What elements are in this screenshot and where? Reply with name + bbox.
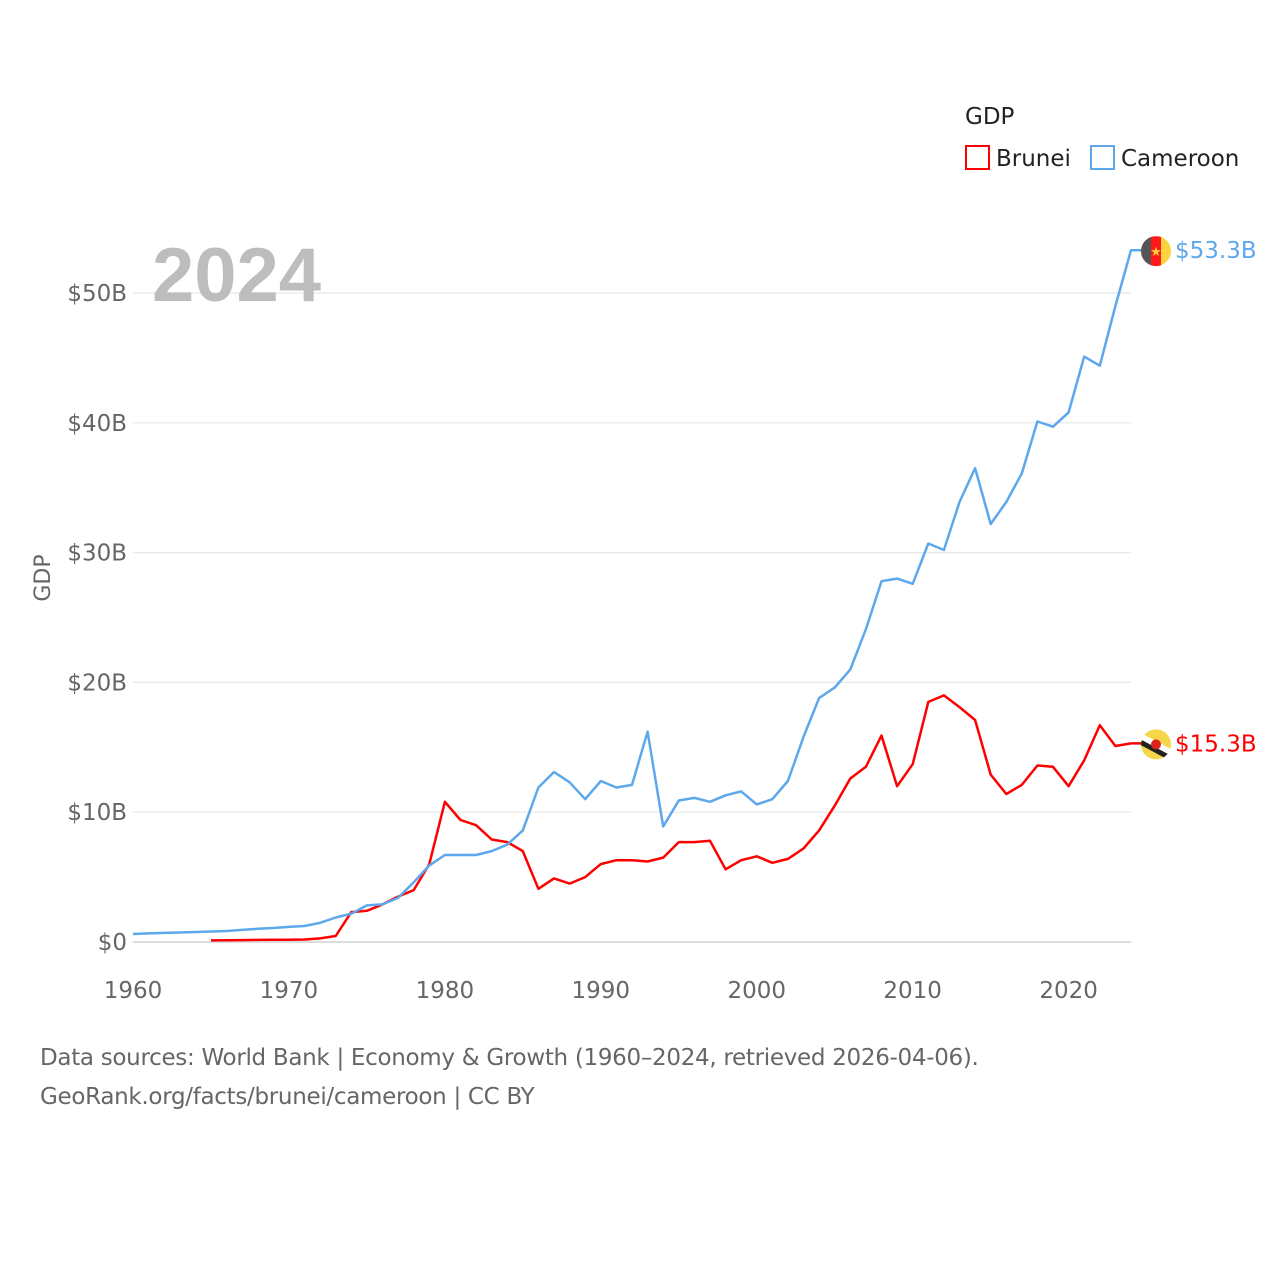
y-axis-label: GDP [31,554,56,601]
x-tick-label: 2020 [1039,978,1098,1004]
legend-swatch-brunei [965,145,990,170]
footer-sources: Data sources: World Bank | Economy & Gro… [40,1045,979,1071]
x-tick-label: 2000 [727,978,786,1004]
legend: GDP Brunei Cameroon [965,104,1239,172]
legend-label-cameroon: Cameroon [1121,146,1239,172]
series-lines [132,248,1143,942]
legend-swatch-cameroon [1090,145,1115,170]
x-tick-label: 1990 [572,978,631,1004]
x-tick-label: 2010 [883,978,942,1004]
end-label-cameroon: $53.3B [1175,238,1257,264]
footer-credit: GeoRank.org/facts/brunei/cameroon | CC B… [40,1084,535,1110]
flag-stripe-yellow [1161,236,1171,267]
legend-item-cameroon[interactable]: Cameroon [1090,145,1239,172]
series-line-cameroon [132,248,1143,936]
x-tick-label: 1980 [416,978,475,1004]
x-tick-label: 1960 [104,978,163,1004]
y-axis-ticks: $0 $10B $20B $30B $40B $50B [67,281,127,956]
y-tick-label: $40B [67,411,127,437]
x-axis-ticks: 1960 1970 1980 1990 2000 2010 2020 [104,978,1098,1004]
watermark-year: 2024 [152,233,321,318]
legend-label-brunei: Brunei [996,146,1071,172]
y-tick-label: $30B [67,541,127,567]
y-tick-label: $0 [98,930,127,956]
legend-item-brunei[interactable]: Brunei [965,145,1071,172]
flag-star: ★ [1150,245,1162,260]
legend-title: GDP [965,104,1015,130]
cameroon-flag-icon: ★ [1141,236,1171,267]
series-end-markers: $15.3B ★ $53.3B [1141,236,1257,760]
flag-crest [1151,739,1161,750]
flag-stripe-green [1141,236,1151,267]
y-tick-label: $20B [67,670,127,696]
x-tick-label: 1970 [260,978,319,1004]
flag-stripe-red [1151,236,1161,267]
series-line-brunei [210,694,1143,942]
end-label-brunei: $15.3B [1175,731,1257,757]
y-tick-label: $10B [67,800,127,826]
y-tick-label: $50B [67,281,127,307]
brunei-flag-icon [1141,729,1171,760]
gridlines [133,292,1131,943]
